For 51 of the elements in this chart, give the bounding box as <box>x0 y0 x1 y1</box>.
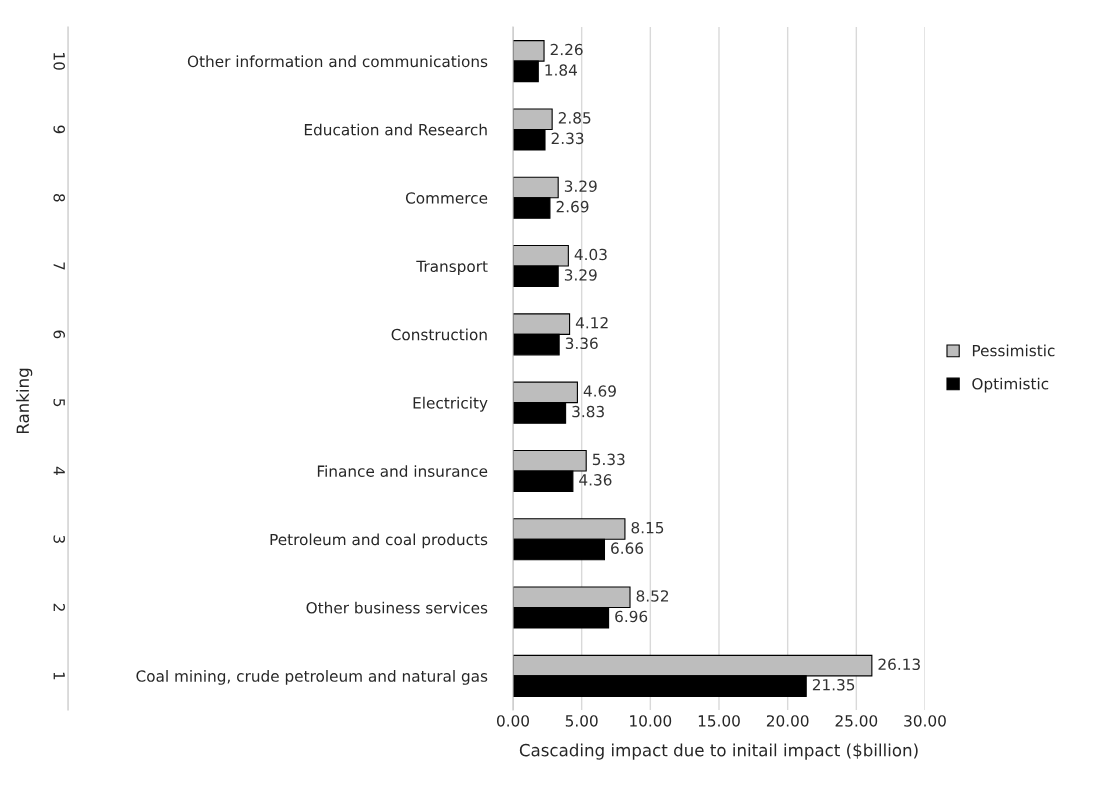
text: 9 <box>53 125 65 134</box>
data-label: 4.03 <box>574 248 607 261</box>
text: 4 <box>53 466 65 475</box>
data-label: 21.35 <box>812 678 855 691</box>
x-tick-label: 0.00 <box>497 715 529 727</box>
data-label: 3.29 <box>564 269 597 281</box>
data-label: 4.69 <box>583 385 616 397</box>
y-tick-label: Finance and insurance <box>317 465 488 477</box>
x-tick-label: 25.00 <box>835 715 878 727</box>
text: 3 <box>53 535 65 543</box>
text: 7 <box>53 262 65 270</box>
data-label: 2.26 <box>550 43 583 56</box>
x-tick-label: 10.00 <box>630 715 672 727</box>
y-tick-label: Petroleum and coal products <box>270 533 488 549</box>
y-tick-label: Education and Research <box>304 123 487 136</box>
data-label: 3.83 <box>572 405 604 418</box>
text: 5 <box>53 398 65 407</box>
y-tick-label: Commerce <box>405 192 488 204</box>
y-tick-label: Electricity <box>413 396 488 412</box>
x-axis-title: Cascading impact due to initail impact ($billion) <box>519 743 918 760</box>
data-label: 2.85 <box>558 112 591 124</box>
text: 10 <box>53 53 65 70</box>
text: Ranking <box>16 368 33 434</box>
y-tick-label: Construction <box>391 328 487 341</box>
y-tick-label: Other information and communications <box>187 55 488 68</box>
data-label: 6.66 <box>611 542 644 554</box>
data-label: 6.96 <box>615 610 648 623</box>
data-label: 3.36 <box>565 337 598 350</box>
data-label: 8.52 <box>636 590 669 602</box>
data-label: 26.13 <box>878 658 920 671</box>
y-tick-label: Coal mining, crude petroleum and natural gas <box>136 670 488 685</box>
text: 2 <box>53 603 65 611</box>
data-label: 2.69 <box>556 200 589 213</box>
data-label: 2.33 <box>551 132 584 145</box>
x-tick-label: 5.00 <box>565 715 598 727</box>
x-tick-label: 20.00 <box>766 715 809 727</box>
data-label: 4.36 <box>579 474 612 486</box>
legend-label: Optimistic <box>972 377 1049 393</box>
data-label: 1.84 <box>545 64 577 76</box>
text: 8 <box>53 193 65 202</box>
text: 6 <box>53 330 65 339</box>
y-tick-label: Transport <box>416 260 488 276</box>
data-label: 4.12 <box>575 316 608 329</box>
y-tick-label: Other business services <box>306 601 488 614</box>
text: 1 <box>53 672 65 680</box>
x-tick-label: 15.00 <box>698 715 740 727</box>
data-label: 8.15 <box>631 521 664 534</box>
data-label: 3.29 <box>564 180 597 192</box>
x-tick-label: 30.00 <box>904 715 946 727</box>
legend-label: Pessimistic <box>972 344 1055 357</box>
data-label: 5.33 <box>592 453 625 466</box>
